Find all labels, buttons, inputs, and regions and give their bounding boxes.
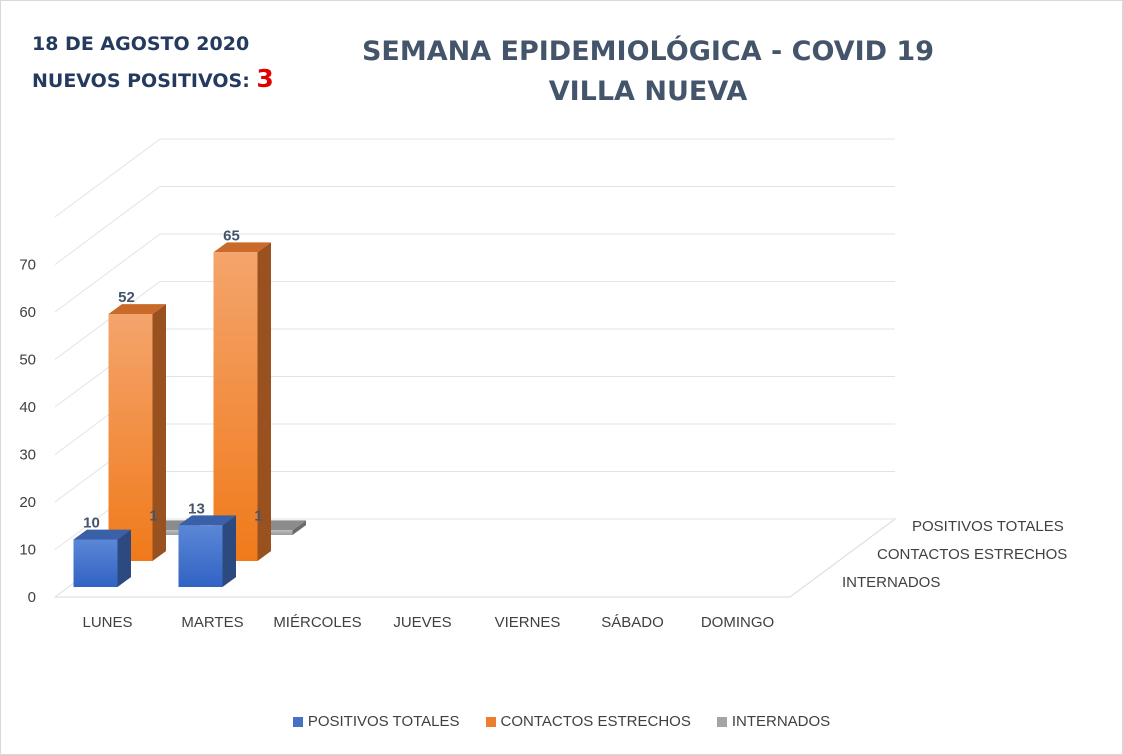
y-tick-label: 30 bbox=[19, 447, 36, 464]
legend-swatch-internados bbox=[716, 716, 727, 727]
data-label: 1 bbox=[149, 507, 157, 524]
new-positives-value: 3 bbox=[256, 64, 274, 93]
bar-side bbox=[117, 529, 131, 587]
depth-axis-label: INTERNADOS bbox=[842, 574, 940, 591]
gridline-side bbox=[54, 138, 161, 218]
new-positives: NUEVOS POSITIVOS: 3 bbox=[32, 64, 274, 93]
bar-side bbox=[257, 242, 271, 561]
legend-item-contactos: CONTACTOS ESTRECHOS bbox=[485, 713, 691, 730]
y-tick-label: 60 bbox=[19, 304, 36, 321]
x-tick-label: LUNES bbox=[82, 614, 132, 631]
bar bbox=[178, 525, 223, 587]
x-tick-label: MIÉRCOLES bbox=[273, 614, 361, 631]
legend-item-positivos: POSITIVOS TOTALES bbox=[292, 713, 460, 730]
bar-top bbox=[108, 304, 166, 314]
data-label: 1 bbox=[254, 507, 262, 524]
bar-top bbox=[213, 242, 271, 253]
bar bbox=[73, 539, 118, 587]
gridline-side bbox=[54, 233, 161, 313]
bar bbox=[213, 252, 258, 561]
gridline-side bbox=[54, 186, 161, 265]
depth-axis-label: CONTACTOS ESTRECHOS bbox=[877, 546, 1067, 563]
legend-item-internados: INTERNADOS bbox=[716, 713, 831, 730]
legend-swatch-positivos bbox=[292, 716, 303, 727]
bar-side bbox=[292, 520, 306, 535]
chart-area: 0 10 20 30 40 50 60 70 LUNES MARTES MIÉRCOLES JUEVE… bbox=[19, 138, 1067, 631]
chart-title: SEMANA EPIDEMIOLÓGICA - COVID 19 bbox=[361, 36, 935, 67]
x-tick-label: VIERNES bbox=[495, 614, 561, 631]
bar-top bbox=[73, 529, 131, 540]
data-label: 52 bbox=[118, 289, 135, 306]
data-label: 10 bbox=[83, 515, 100, 532]
bar bbox=[108, 314, 153, 561]
y-tick-label: 10 bbox=[19, 542, 36, 559]
report-date: 18 DE AGOSTO 2020 bbox=[32, 33, 250, 55]
x-tick-label: MARTES bbox=[181, 614, 243, 631]
y-tick-label: 40 bbox=[19, 399, 36, 416]
bar-side bbox=[222, 515, 236, 587]
legend-label-positivos: POSITIVOS TOTALES bbox=[307, 713, 460, 730]
new-positives-label: NUEVOS POSITIVOS: bbox=[32, 70, 250, 92]
y-tick-label: 20 bbox=[19, 494, 36, 511]
x-tick-label: JUEVES bbox=[393, 614, 451, 631]
y-tick-label: 70 bbox=[19, 257, 36, 274]
x-tick-label: SÁBADO bbox=[601, 614, 664, 631]
legend-label-contactos: CONTACTOS ESTRECHOS bbox=[500, 713, 691, 730]
legend-label-internados: INTERNADOS bbox=[731, 713, 831, 730]
legend-swatch-contactos bbox=[485, 716, 496, 727]
chart-subtitle: VILLA NUEVA bbox=[548, 76, 748, 107]
y-tick-label: 50 bbox=[19, 352, 36, 369]
x-tick-label: DOMINGO bbox=[701, 614, 774, 631]
gridline-side bbox=[54, 281, 161, 360]
bar-top bbox=[178, 515, 236, 526]
chart-legend: POSITIVOS TOTALES CONTACTOS ESTRECHOS IN… bbox=[0, 713, 1123, 730]
data-label: 13 bbox=[188, 500, 205, 517]
bar-side bbox=[152, 304, 166, 561]
depth-axis-label: POSITIVOS TOTALES bbox=[912, 518, 1064, 535]
data-label: 65 bbox=[223, 227, 240, 244]
y-tick-label: 0 bbox=[28, 589, 36, 606]
